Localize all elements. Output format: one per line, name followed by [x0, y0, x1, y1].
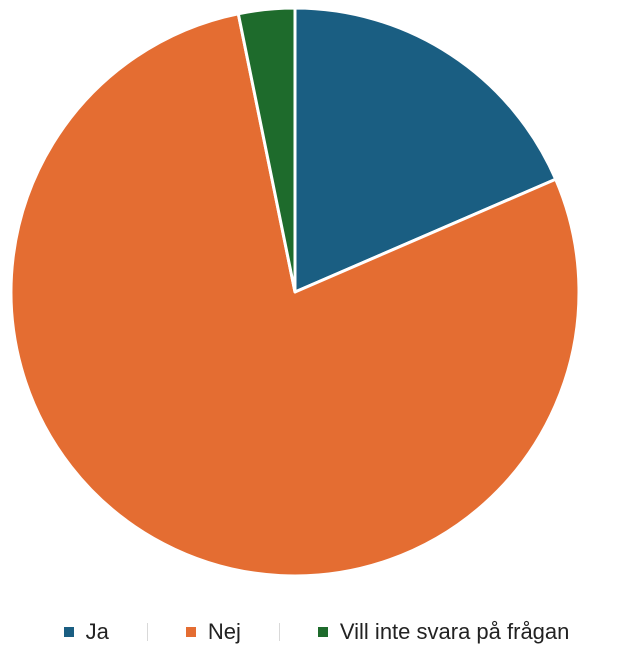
- legend-label-nej: Nej: [207, 619, 241, 644]
- pie-slice-ja[interactable]: [293, 6, 558, 294]
- pie-slice-nej[interactable]: [9, 12, 581, 578]
- pie-slice-vill-inte-svara[interactable]: [236, 6, 297, 294]
- legend: Ja Nej Vill inte svara på frågan: [0, 612, 633, 652]
- legend-item-ja[interactable]: Ja: [63, 619, 109, 645]
- legend-swatch-vill-inte-svara: [317, 627, 328, 637]
- legend-item-vill-inte-svara[interactable]: Vill inte svara på frågan: [317, 619, 570, 645]
- pie-chart: [9, 6, 581, 578]
- legend-label-ja: Ja: [85, 619, 109, 644]
- legend-item-nej[interactable]: Nej: [185, 619, 241, 645]
- legend-separator: [278, 623, 280, 641]
- legend-swatch-nej: [185, 627, 196, 637]
- legend-swatch-ja: [63, 627, 74, 637]
- legend-label-vill-inte-svara: Vill inte svara på frågan: [339, 619, 570, 644]
- legend-separator: [146, 623, 148, 641]
